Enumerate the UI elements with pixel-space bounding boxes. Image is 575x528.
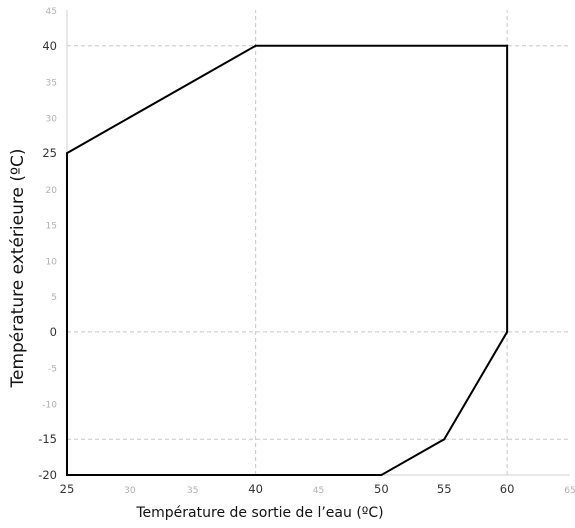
envelope-vertex-point [506,330,509,333]
y-axis-title: Température extérieure (ºC) [8,148,28,388]
x-tick-label: 25 [60,482,75,496]
y-tick-label: 25 [42,146,57,160]
x-tick-label: 45 [313,486,324,496]
y-tick-label: 15 [46,222,57,232]
y-tick-label: -20 [38,468,57,482]
y-tick-label: 20 [46,186,58,196]
x-tick-label: 55 [437,482,452,496]
operating-envelope-line [66,44,509,476]
envelope-vertex-point [380,474,383,476]
y-tick-label: 40 [42,39,57,53]
x-tick-label: 60 [500,482,515,496]
axes [66,10,570,476]
y-tick-label: 5 [51,293,57,303]
y-tick-label: 35 [46,79,57,89]
y-tick-label: 30 [46,114,58,124]
series-layer [66,44,509,476]
envelope-vertex-point [66,152,68,155]
y-tick-label: -10 [42,400,57,410]
tick-labels: 25 30 35 40 45 50 55 60 65 -20 -15 -10 -5 0 5 10 15 20 25 3… [38,7,575,496]
y-tick-label: 45 [46,7,57,17]
x-tick-label: 65 [564,486,575,496]
guide-lines [67,10,570,475]
envelope-vertex-point [254,44,257,47]
y-tick-label: 10 [46,257,58,267]
x-axis-title: Température de sortie de l’eau (ºC) [135,505,383,521]
x-tick-label: 30 [124,486,136,496]
x-tick-label: 35 [187,486,198,496]
x-tick-label: 50 [374,482,389,496]
y-tick-label: -5 [48,365,57,375]
x-tick-label: 40 [248,482,263,496]
envelope-vertex-point [443,438,446,441]
y-tick-label: 0 [50,325,57,339]
envelope-vertex-point [66,474,68,476]
y-tick-label: -15 [38,432,57,446]
envelope-vertex-point [506,44,509,47]
